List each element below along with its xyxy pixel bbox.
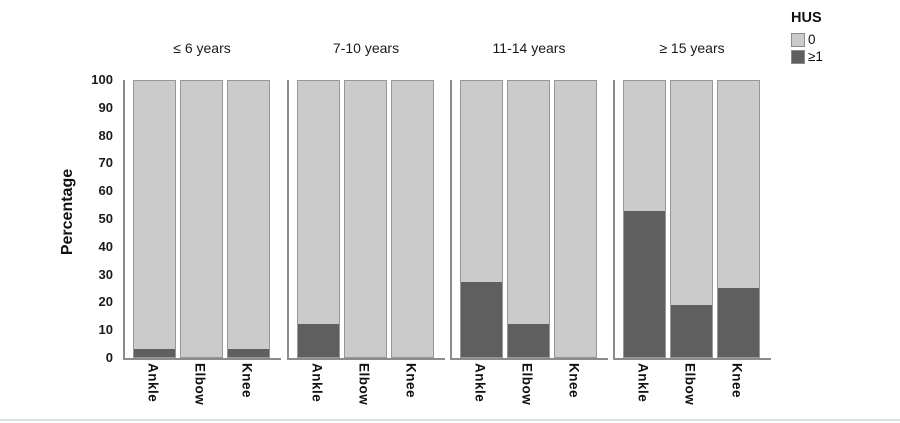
hus-ge1-segment	[134, 348, 175, 357]
stacked-bar-elbow	[507, 80, 550, 358]
panel	[123, 80, 281, 360]
x-tick-label-elbow: Elbow	[356, 363, 372, 406]
stacked-bar-elbow	[670, 80, 713, 358]
x-tick-label-elbow: Elbow	[192, 363, 208, 406]
x-tick-label-ankle: Ankle	[309, 363, 325, 403]
legend-item-label: ≥1	[808, 49, 823, 64]
y-tick-label-70: 70	[98, 155, 113, 171]
y-tick-label-10: 10	[98, 322, 113, 338]
hus-ge1-segment	[718, 288, 759, 357]
stacked-bar-ankle	[297, 80, 340, 358]
y-tick-label-0: 0	[105, 350, 113, 365]
figure-bottom-border	[0, 419, 900, 421]
y-tick-label-20: 20	[98, 294, 113, 310]
stacked-bar-knee	[717, 80, 760, 358]
legend-swatch-icon	[791, 32, 805, 47]
stacked-bar-ankle	[460, 80, 503, 358]
legend-item-0: 0	[791, 32, 823, 47]
x-tick-label-knee: Knee	[239, 363, 255, 399]
stacked-bar-ankle	[623, 80, 666, 358]
legend-items: 0 ≥1	[791, 32, 823, 64]
hus-ge1-segment	[298, 323, 339, 357]
legend-title: HUS	[791, 10, 822, 26]
panel	[287, 80, 445, 360]
x-tick-label-elbow: Elbow	[519, 363, 535, 406]
stacked-bar-knee	[554, 80, 597, 358]
stacked-bar-elbow	[344, 80, 387, 358]
y-tick-label-40: 40	[98, 238, 113, 254]
hus-ge1-segment	[508, 323, 549, 357]
hus-ge1-segment	[228, 348, 269, 357]
x-tick-label-ankle: Ankle	[472, 363, 488, 403]
hus-ge1-segment	[461, 282, 502, 357]
stacked-bar-ankle	[133, 80, 176, 358]
x-tick-label-ankle: Ankle	[635, 363, 651, 403]
panel-title: ≤ 6 years	[173, 40, 231, 56]
hus-ge1-segment	[624, 210, 665, 357]
y-tick-label-60: 60	[98, 183, 113, 199]
stacked-bar-knee	[391, 80, 434, 358]
x-tick-label-ankle: Ankle	[145, 363, 161, 403]
legend-item-1: ≥1	[791, 49, 823, 64]
hus-ge1-segment	[671, 304, 712, 357]
x-tick-label-elbow: Elbow	[682, 363, 698, 406]
x-tick-label-knee: Knee	[729, 363, 745, 399]
y-tick-label-30: 30	[98, 266, 113, 282]
y-tick-label-80: 80	[98, 127, 113, 143]
y-tick-label-50: 50	[98, 211, 113, 226]
panel-title: 7-10 years	[332, 40, 400, 56]
panel	[613, 80, 771, 360]
legend-swatch-icon	[791, 49, 805, 64]
panel-title: 11-14 years	[492, 40, 566, 56]
y-tick-label-90: 90	[98, 99, 113, 115]
panel	[450, 80, 608, 360]
x-tick-label-knee: Knee	[566, 363, 582, 399]
legend-item-label: 0	[808, 32, 816, 47]
stacked-bar-elbow	[180, 80, 223, 358]
y-tick-label-100: 100	[91, 72, 113, 87]
x-tick-label-knee: Knee	[403, 363, 419, 399]
stacked-bar-knee	[227, 80, 270, 358]
panel-title: ≥ 15 years	[659, 40, 725, 56]
legend: HUS 0 ≥1	[791, 10, 823, 66]
